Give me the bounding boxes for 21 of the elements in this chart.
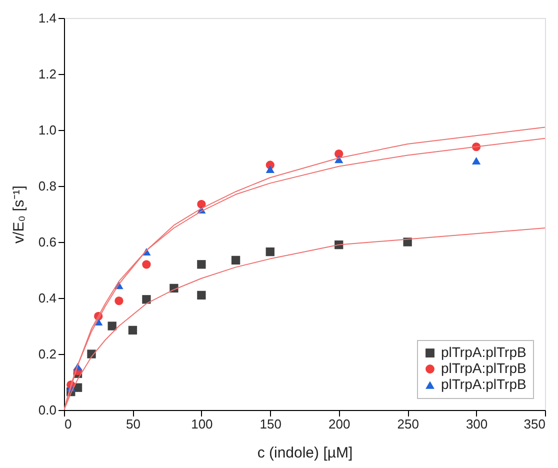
legend-label: plTrpA:plTrpB <box>441 360 526 376</box>
x-tick-label: 200 <box>328 416 350 432</box>
y-tick-label: 1.0 <box>38 122 56 138</box>
y-tick-label: 0.0 <box>38 402 56 418</box>
legend-label: plTrpA:plTrpB <box>441 344 526 360</box>
x-tick-label: 100 <box>191 416 213 432</box>
x-tick-label: 150 <box>260 416 282 432</box>
x-axis-title: c (indole) [µM] <box>257 444 353 462</box>
y-tick-label: 0.4 <box>38 290 56 306</box>
y-tick-label: 1.4 <box>38 10 56 26</box>
y-tick-label: 0.8 <box>38 178 56 194</box>
x-tick-label: 250 <box>397 416 419 432</box>
y-tick-label: 0.6 <box>38 234 56 250</box>
y-tick-label: 0.2 <box>38 346 56 362</box>
x-tick-label: 0 <box>64 416 72 432</box>
x-tick-label: 50 <box>126 416 140 432</box>
y-axis-title: v/E₀ [s⁻¹] <box>10 186 28 244</box>
y-tick-label: 1.2 <box>38 66 56 82</box>
legend-label: plTrpA:plTrpB <box>441 376 526 392</box>
x-tick-label: 300 <box>466 416 488 432</box>
x-tick-label: 350 <box>524 416 546 432</box>
